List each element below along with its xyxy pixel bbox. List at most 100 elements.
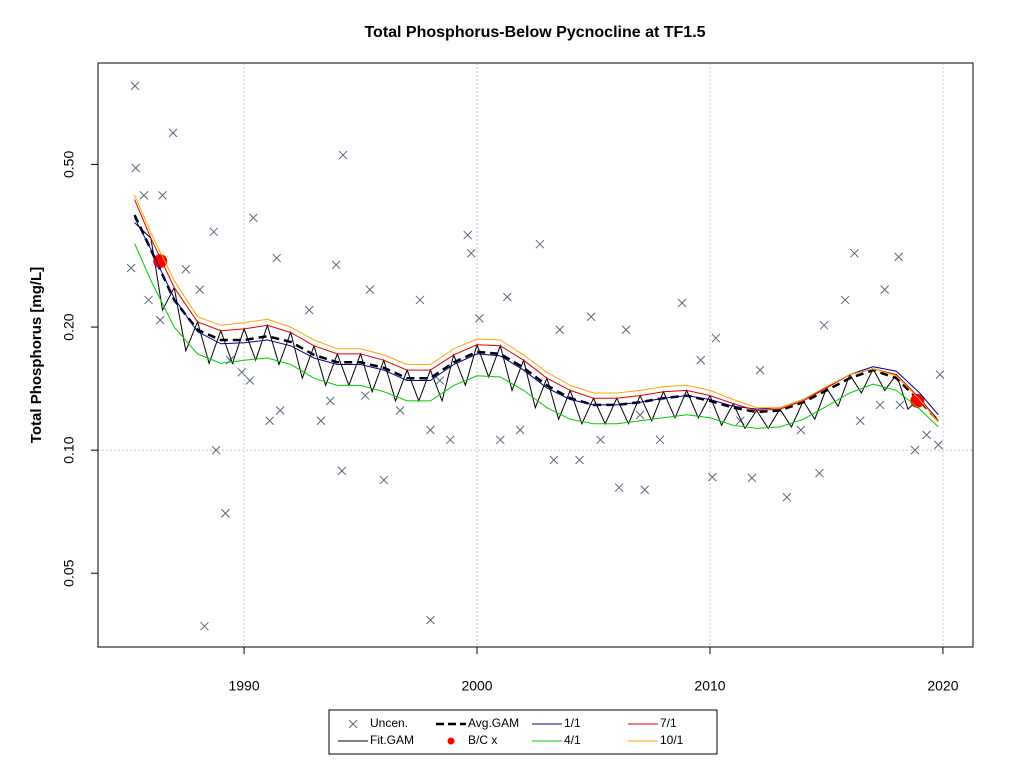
data-point [155,315,165,325]
data-point [395,406,405,415]
legend-item: Uncen. [348,716,408,730]
data-point [365,285,375,294]
data-point [426,425,435,435]
data-point [265,416,275,426]
data-point [575,455,584,465]
data-point [435,376,445,385]
data-point [245,376,255,385]
data-point [502,292,512,302]
data-point [338,150,348,160]
data-point [209,227,219,237]
legend-label: Uncen. [370,716,408,730]
data-line [134,195,939,423]
data-point [621,325,631,335]
data-line [134,199,939,422]
data-point [168,128,178,138]
data-point [696,355,706,365]
data-point [747,473,757,483]
y-axis-label: Total Phosphorus [mg/L] [28,267,45,443]
data-point [819,320,829,330]
legend-label: 10/1 [660,733,684,747]
data-point [304,305,314,315]
legend-item: 1/1 [532,716,581,730]
x-tick-label: 2010 [694,678,725,694]
data-point [466,248,476,258]
data-point [640,485,650,495]
data-point [815,468,824,478]
data-line [134,243,939,429]
data-point [875,400,885,410]
data-point [614,483,624,492]
data-point [463,230,473,240]
data-point [426,615,435,625]
data-point [379,475,389,485]
x-tick-label: 2000 [461,678,492,694]
legend-item: B/C x [447,733,497,747]
data-point [272,253,282,263]
x-tick-label: 1990 [228,678,259,694]
legend-item: 10/1 [628,733,684,747]
legend-item: Avg.GAM [436,716,519,730]
data-point [200,621,209,631]
data-point [711,333,721,343]
data-point [880,285,890,294]
data-point [325,396,335,406]
data-point [549,455,559,465]
y-tick-label: 0.05 [61,559,77,586]
series [133,214,940,422]
data-point [475,314,484,323]
series [126,81,945,631]
data-point [933,440,943,450]
data-point [755,365,765,375]
data-point [337,466,347,476]
data-point [894,252,904,262]
data-point [221,508,230,518]
series [134,243,939,429]
data-point [922,430,931,440]
y-tick-label: 0.20 [61,313,77,340]
data-point [796,425,806,435]
data-point [535,239,545,249]
data-point [677,298,687,308]
data-line [133,214,940,422]
series [134,199,939,422]
data-point [935,370,945,379]
data-point [237,367,247,377]
chart-title: Total Phosphorus-Below Pycnocline at TF1… [364,24,705,41]
data-point [126,263,136,273]
legend-item: Fit.GAM [338,733,414,747]
data-point [850,248,859,258]
plot-frame [97,62,974,648]
data-point [655,435,665,445]
data-point [249,213,258,223]
data-point [895,400,905,410]
data-point [316,416,326,426]
data-point [910,445,920,455]
legend-label: 1/1 [564,716,581,730]
series [134,195,939,423]
data-point [515,425,525,435]
legend-box [328,709,718,755]
data-point [495,435,505,445]
data-point [211,445,221,455]
data-point [195,285,205,294]
data-point [782,492,792,502]
data-point [855,416,865,426]
y-tick-label: 0.10 [61,436,77,463]
data-point [596,435,605,445]
legend-label: 7/1 [660,716,677,730]
data-point [555,325,565,335]
data-point [348,719,358,729]
data-point [415,295,425,305]
data-point [275,406,285,415]
data-point [445,435,455,445]
data-point [130,81,140,91]
legend-label: B/C x [468,733,497,747]
data-point [181,264,191,274]
data-point [840,295,850,305]
legend-label: Fit.GAM [370,733,414,747]
legend-symbol [447,737,455,745]
data-point [331,260,341,270]
data-point [635,410,645,420]
